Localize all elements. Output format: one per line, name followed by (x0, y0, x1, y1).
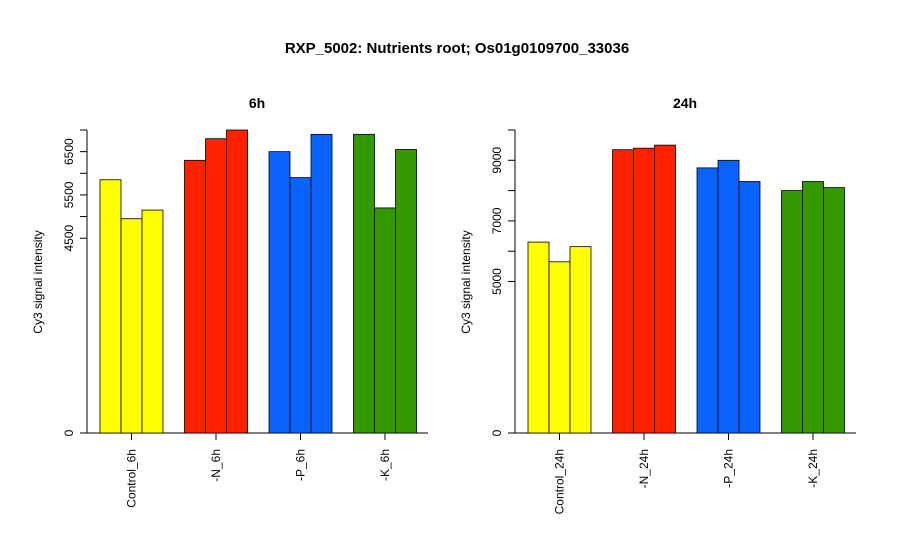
bar (141, 209, 164, 434)
main-title: RXP_5002: Nutrients root; Os01g0109700_3… (285, 40, 629, 57)
x-tick-label: -P_6h (294, 449, 308, 481)
x-tick-label: Control_6h (125, 449, 139, 508)
y-tick-label: 5500 (62, 181, 76, 208)
bar (717, 159, 740, 434)
bar (781, 190, 803, 434)
x-tick-label: -N_6h (209, 449, 223, 482)
x-tick-label: -K_6h (378, 449, 392, 481)
bar (205, 138, 227, 434)
x-tick-label: -P_24h (722, 449, 736, 488)
panel-6h: 6h Cy3 signal intensity 0 4500 5500 6500 Con… (31, 95, 428, 508)
bar (268, 151, 291, 434)
y-axis-label: Cy3 signal intensity (459, 230, 473, 333)
bar (374, 207, 396, 434)
bar (633, 147, 655, 434)
bar (310, 133, 333, 434)
y-tick-label: 6500 (62, 138, 76, 165)
bar (738, 181, 761, 434)
y-tick-label: 5000 (490, 268, 504, 295)
y-tick-label: 9000 (490, 147, 504, 174)
bar (395, 149, 417, 434)
y-tick-label: 7000 (490, 207, 504, 234)
bar (353, 133, 375, 434)
bar (289, 177, 312, 434)
y-tick-label: 0 (62, 429, 76, 436)
y-tick-label: 0 (490, 429, 504, 436)
bar (612, 149, 634, 434)
bar (823, 187, 845, 434)
x-tick-label: -K_24h (806, 449, 820, 488)
panel-title: 6h (249, 95, 265, 111)
x-tick-label: Control_24h (553, 449, 567, 514)
bar (654, 144, 676, 434)
panel-title: 24h (673, 95, 697, 111)
panel-24h: 24h Cy3 signal intensity 0 5000 7000 9000 Co… (459, 95, 856, 514)
bar (548, 261, 571, 434)
bar (802, 181, 824, 434)
y-tick-label: 4500 (62, 225, 76, 252)
x-tick-label: -N_24h (637, 449, 651, 488)
bar (569, 246, 592, 434)
bar (527, 241, 550, 434)
bar (120, 218, 143, 434)
bar (226, 129, 248, 434)
y-axis-label: Cy3 signal intensity (31, 230, 45, 333)
bar (696, 167, 719, 434)
bar (99, 179, 122, 434)
bar (184, 159, 206, 434)
